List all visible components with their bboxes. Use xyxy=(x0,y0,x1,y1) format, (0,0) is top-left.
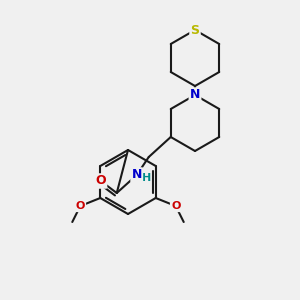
Text: N: N xyxy=(190,88,200,101)
Text: O: O xyxy=(95,175,106,188)
Text: O: O xyxy=(171,201,180,211)
Text: N: N xyxy=(132,169,142,182)
Text: H: H xyxy=(142,173,152,183)
Text: O: O xyxy=(76,201,85,211)
Text: S: S xyxy=(190,23,200,37)
